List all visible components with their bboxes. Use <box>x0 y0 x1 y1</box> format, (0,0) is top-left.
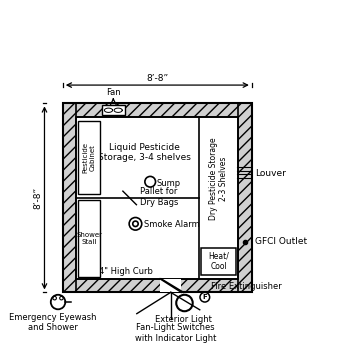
Bar <box>201 248 236 275</box>
Text: 8’-8”: 8’-8” <box>33 187 42 209</box>
Bar <box>63 279 252 293</box>
Text: Liquid Pesticide
Storage, 3-4 shelves: Liquid Pesticide Storage, 3-4 shelves <box>98 143 190 162</box>
Text: Exterior Light: Exterior Light <box>155 315 212 323</box>
Bar <box>76 117 238 279</box>
Bar <box>238 103 252 293</box>
Bar <box>160 279 181 293</box>
Text: Pesticide
Cabinet: Pesticide Cabinet <box>83 142 96 173</box>
Bar <box>78 200 100 277</box>
Text: 8’-8”: 8’-8” <box>146 74 168 83</box>
Text: Pallet for
Dry Bags: Pallet for Dry Bags <box>140 187 178 207</box>
Text: GFCI Outlet: GFCI Outlet <box>255 238 307 246</box>
Bar <box>102 105 125 115</box>
Text: 4" High Curb: 4" High Curb <box>99 268 153 276</box>
Text: Louver: Louver <box>255 169 286 178</box>
Text: F: F <box>202 294 207 300</box>
Text: Fan-Light Switches
with Indicator Light: Fan-Light Switches with Indicator Light <box>135 323 216 343</box>
Bar <box>63 103 252 117</box>
Text: Smoke Alarm: Smoke Alarm <box>144 220 200 229</box>
Bar <box>78 121 100 194</box>
Text: Emergency Eyewash
and Shower: Emergency Eyewash and Shower <box>9 313 97 332</box>
Bar <box>63 103 76 293</box>
Bar <box>76 117 238 279</box>
Text: Shower
Stall: Shower Stall <box>76 232 102 245</box>
Text: Heat/
Cool: Heat/ Cool <box>208 252 229 271</box>
Bar <box>63 103 252 293</box>
Text: Fire Extinguisher: Fire Extinguisher <box>211 282 281 291</box>
Text: Dry Pesticide Storage
2-3 Shelves: Dry Pesticide Storage 2-3 Shelves <box>209 137 229 220</box>
Text: Sump: Sump <box>157 179 181 188</box>
Text: Fan: Fan <box>106 88 121 97</box>
